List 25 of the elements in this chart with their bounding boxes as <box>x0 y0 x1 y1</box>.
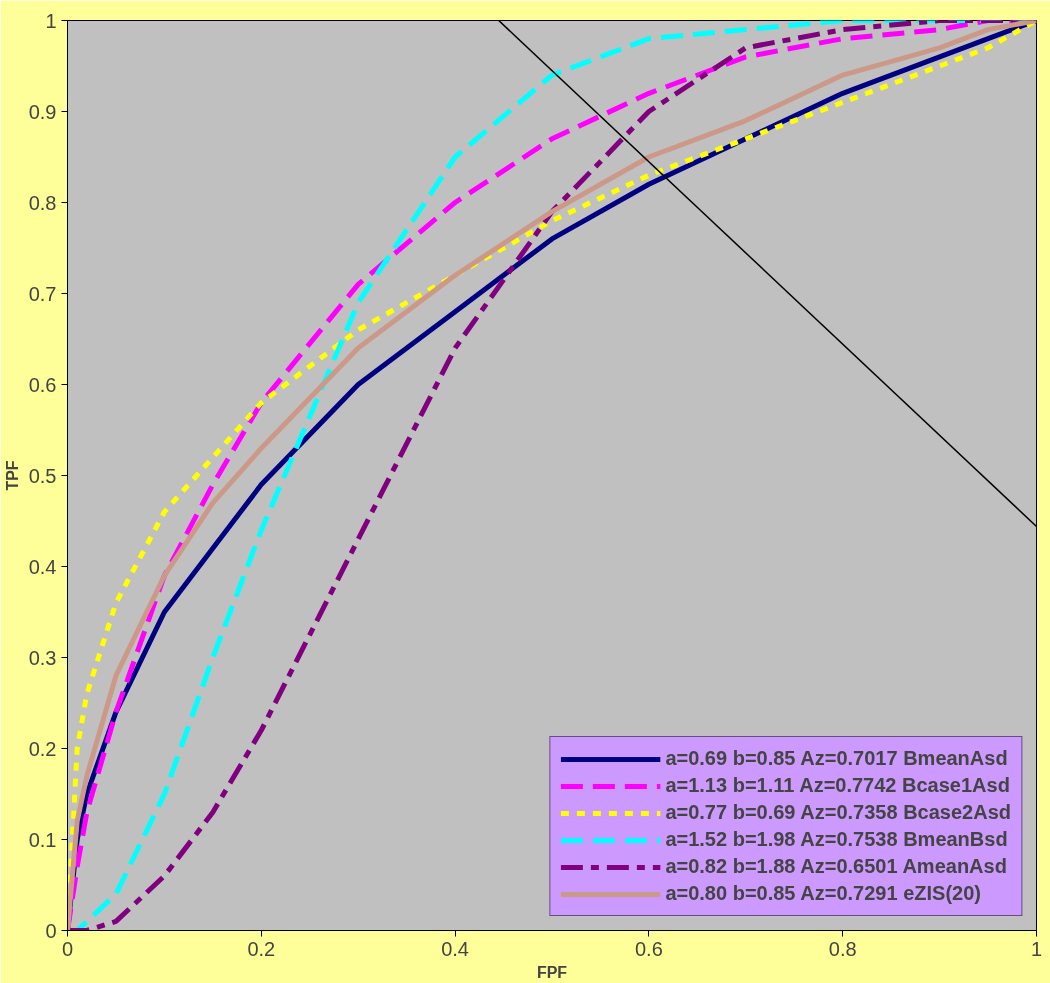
legend-label: a=0.69 b=0.85 Az=0.7017 BmeanAsd <box>665 747 1008 770</box>
x-tick-label: 0.4 <box>441 937 470 960</box>
x-tick-label: 0.8 <box>828 937 857 960</box>
y-tick-label: 0.1 <box>28 828 57 851</box>
y-tick-label: 0.8 <box>28 191 57 214</box>
y-tick-label: 0.7 <box>28 282 57 305</box>
legend-label: a=0.82 b=1.88 Az=0.6501 AmeanAsd <box>665 855 1007 878</box>
legend-label: a=1.13 b=1.11 Az=0.7742 Bcase1Asd <box>665 774 1010 797</box>
x-tick-label: 0 <box>61 937 74 960</box>
y-tick-label: 0 <box>45 919 57 942</box>
y-tick-label: 0.3 <box>28 646 57 669</box>
x-axis-title: FPF <box>536 963 568 981</box>
x-tick-label: 0.6 <box>635 937 663 960</box>
legend-label: a=0.80 b=0.85 Az=0.7291 eZIS(20) <box>665 882 981 905</box>
y-tick-label: 0.4 <box>28 555 57 578</box>
legend-label: a=1.52 b=1.98 Az=0.7538 BmeanBsd <box>665 828 1008 851</box>
y-axis-title: TPF <box>3 460 21 491</box>
y-tick-label: 1 <box>45 9 57 32</box>
y-tick-label: 0.6 <box>28 373 57 396</box>
x-tick-label: 0.2 <box>247 937 276 960</box>
y-tick-label: 0.9 <box>28 100 57 123</box>
y-tick-label: 0.2 <box>28 737 57 760</box>
x-tick-label: 1 <box>1030 937 1043 960</box>
legend-label: a=0.77 b=0.69 Az=0.7358 Bcase2Asd <box>665 801 1011 824</box>
y-tick-label: 0.5 <box>28 464 57 487</box>
